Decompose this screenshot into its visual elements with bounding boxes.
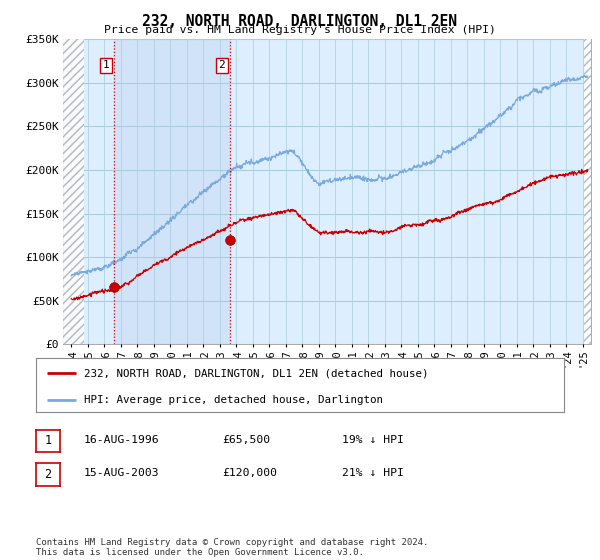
Text: £120,000: £120,000 (222, 468, 277, 478)
Text: 1: 1 (103, 60, 110, 71)
Text: 19% ↓ HPI: 19% ↓ HPI (342, 435, 404, 445)
Text: 15-AUG-2003: 15-AUG-2003 (84, 468, 160, 478)
Text: 2: 2 (218, 60, 225, 71)
Text: HPI: Average price, detached house, Darlington: HPI: Average price, detached house, Darl… (83, 395, 383, 405)
Bar (115, 39, 230, 344)
Text: £65,500: £65,500 (222, 435, 270, 445)
Text: 21% ↓ HPI: 21% ↓ HPI (342, 468, 404, 478)
Text: Price paid vs. HM Land Registry's House Price Index (HPI): Price paid vs. HM Land Registry's House … (104, 25, 496, 35)
Text: 1: 1 (44, 434, 52, 447)
Text: 16-AUG-1996: 16-AUG-1996 (84, 435, 160, 445)
Text: 232, NORTH ROAD, DARLINGTON, DL1 2EN (detached house): 232, NORTH ROAD, DARLINGTON, DL1 2EN (de… (83, 368, 428, 379)
Text: 2: 2 (44, 468, 52, 481)
Text: 232, NORTH ROAD, DARLINGTON, DL1 2EN: 232, NORTH ROAD, DARLINGTON, DL1 2EN (143, 14, 458, 29)
Text: Contains HM Land Registry data © Crown copyright and database right 2024.
This d: Contains HM Land Registry data © Crown c… (36, 538, 428, 557)
Bar (63, 39, 85, 344)
Bar (584, 39, 591, 344)
